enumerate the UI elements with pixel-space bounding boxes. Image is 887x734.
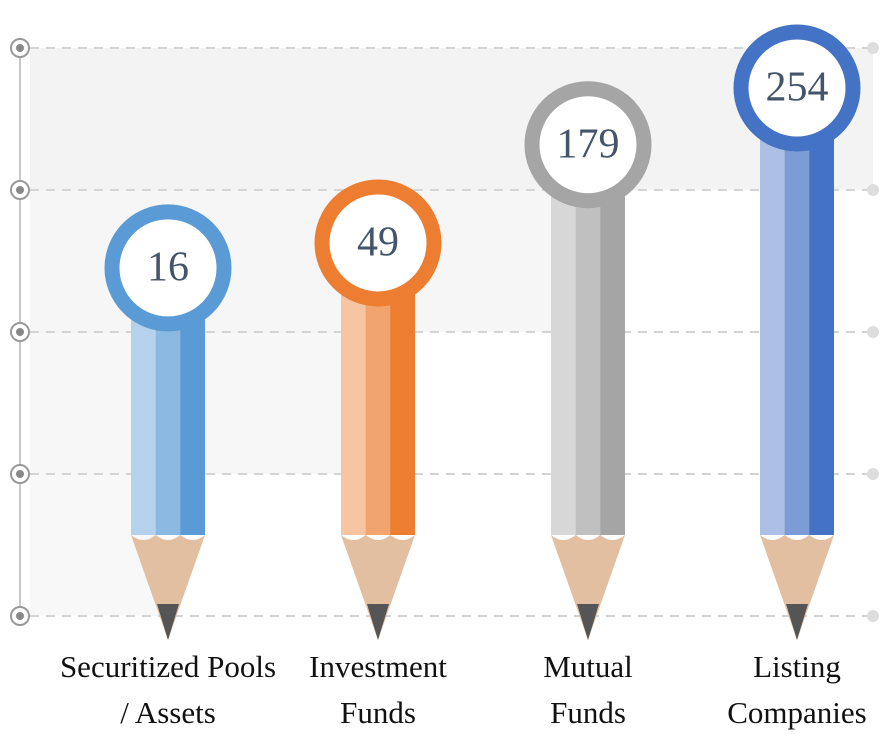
pencil-body-dark [809, 88, 834, 535]
category-label: Listing Companies [727, 644, 866, 734]
pencil: 254 [741, 32, 853, 640]
chart-canvas: 16 49 179 254 [0, 0, 887, 734]
value-label: 16 [147, 245, 189, 291]
value-label: 49 [357, 220, 399, 266]
category-label: Investment Funds [309, 644, 447, 734]
pencil: 179 [532, 89, 644, 640]
pencil-body-mid [785, 88, 811, 535]
pencil-lead [157, 604, 179, 640]
pencil-lead [577, 604, 599, 640]
value-label: 254 [766, 65, 829, 111]
value-label: 179 [557, 121, 620, 167]
pencil-body-light [760, 88, 786, 535]
category-label: Mutual Funds [543, 644, 633, 734]
pencil-lead [786, 604, 808, 640]
chart: 16 49 179 254 Securitized Pools / Assets Inv… [0, 0, 887, 734]
pencil-lead [367, 604, 389, 640]
category-label: Securitized Pools / Assets [53, 644, 283, 734]
